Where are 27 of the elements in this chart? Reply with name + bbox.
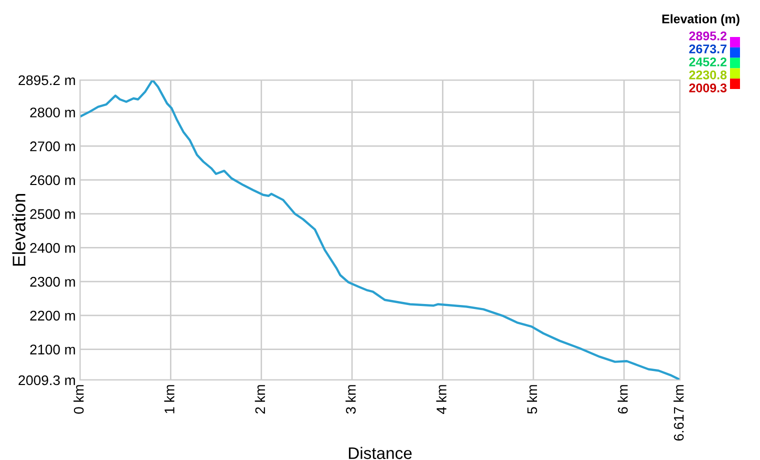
x-tick-label: 0 km	[74, 385, 84, 414]
x-tick-label: 3 km	[346, 385, 356, 414]
x-tick-label: 4 km	[436, 385, 446, 414]
y-tick-label: 2100 m	[30, 344, 75, 354]
y-tick-label: 2400 m	[30, 243, 75, 253]
x-tick-label: 6 km	[618, 385, 628, 414]
color-bar-label: 2230.8	[689, 70, 727, 80]
y-tick-label: 2009.3 m	[18, 375, 75, 386]
x-tick-label: 2 km	[254, 385, 265, 414]
y-tick-label: 2300 m	[30, 276, 75, 287]
x-tick-label: 6.617 km	[674, 385, 684, 441]
line-series	[80, 80, 680, 380]
color-bar-label: 2452.2	[689, 58, 727, 66]
y-tick-label: 2500 m	[30, 209, 75, 219]
x-axis-title: Distance	[348, 446, 412, 460]
y-tick-label: 2895.2 m	[18, 75, 75, 86]
color-bar-title: Elevation (m)	[662, 14, 740, 26]
x-tick-label: 1 km	[164, 385, 174, 414]
x-tick-label: 5 km	[526, 385, 538, 414]
y-tick-label: 2800 m	[30, 108, 75, 118]
y-tick-label: 2600 m	[30, 175, 75, 186]
y-axis-title: Elevation	[12, 194, 26, 266]
color-bar-label: 2673.7	[689, 44, 726, 54]
y-tick-label: 2200 m	[30, 310, 75, 321]
color-bar-label: 2009.3	[689, 84, 727, 92]
color-bar-label: 2895.2	[689, 32, 727, 40]
y-tick-label: 2700 m	[30, 141, 75, 152]
